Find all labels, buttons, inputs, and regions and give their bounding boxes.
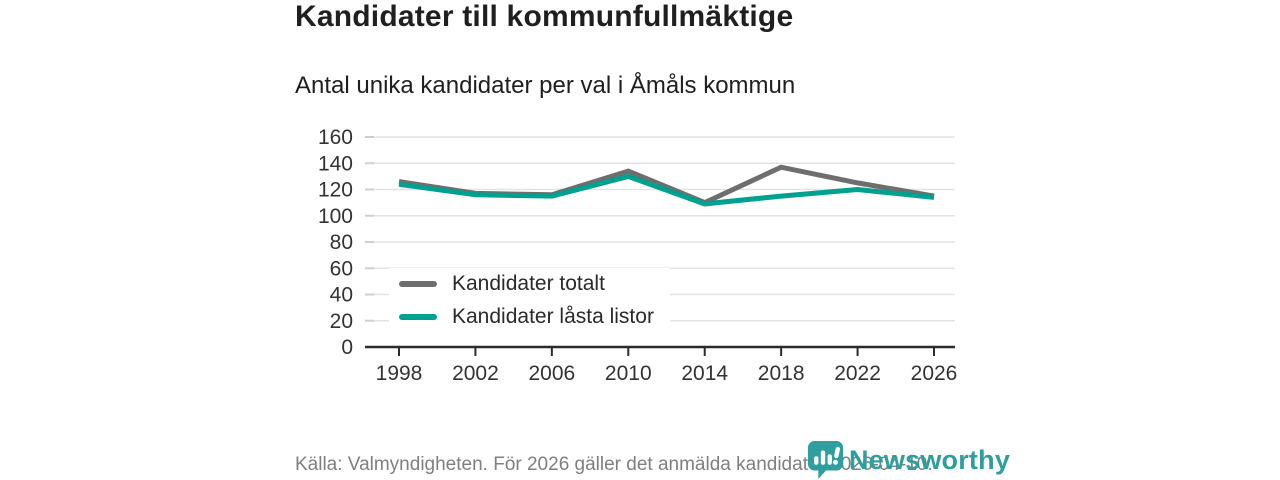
chart-legend: Kandidater totalt Kandidater låsta listo… [389,268,670,335]
x-tick-label: 2006 [528,362,575,385]
y-tick-label: 80 [330,231,353,254]
x-tick-label: 2010 [605,362,652,385]
x-tick-label: 2014 [681,362,728,385]
source-note: Källa: Valmyndigheten. För 2026 gäller d… [295,454,933,475]
newsworthy-logo: Newsworthy [806,440,1010,480]
legend-label-locked-lists: Kandidater låsta listor [452,305,654,328]
line-chart-canvas: 0 20 40 60 80 100 120 140 160 1998 2002 2006 2010 201… [318,126,958,385]
y-tick-label: 20 [330,310,353,333]
x-tick-label: 2022 [834,362,881,385]
y-tick-label: 0 [341,336,353,359]
x-tick-label: 2018 [758,362,805,385]
legend-label-total: Kandidater totalt [452,272,605,295]
legend-item-total: Kandidater totalt [399,272,654,296]
y-tick-label: 140 [318,152,353,175]
y-tick-label: 160 [318,126,353,149]
legend-swatch-locked-lists [399,314,437,320]
y-tick-label: 60 [330,257,353,280]
newsworthy-icon [807,441,844,479]
x-tick-label: 2026 [911,362,958,385]
y-tick-label: 100 [318,205,353,228]
y-tick-label: 120 [318,179,353,202]
series-line-kandidater-l-sta-listor [398,173,935,207]
line-chart: 0 20 40 60 80 100 120 140 160 1998 2002 2006 2010 201… [295,120,960,405]
legend-swatch-total [399,281,437,287]
chart-subtitle: Antal unika kandidater per val i Åmåls k… [295,72,796,99]
y-tick-label: 40 [330,284,353,307]
x-tick-label: 2002 [452,362,499,385]
x-tick-label: 1998 [376,362,423,385]
newsworthy-wordmark: Newsworthy [849,444,1011,475]
chart-title: Kandidater till kommunfullmäktige [295,0,794,33]
legend-item-locked-lists: Kandidater låsta listor [399,305,654,329]
